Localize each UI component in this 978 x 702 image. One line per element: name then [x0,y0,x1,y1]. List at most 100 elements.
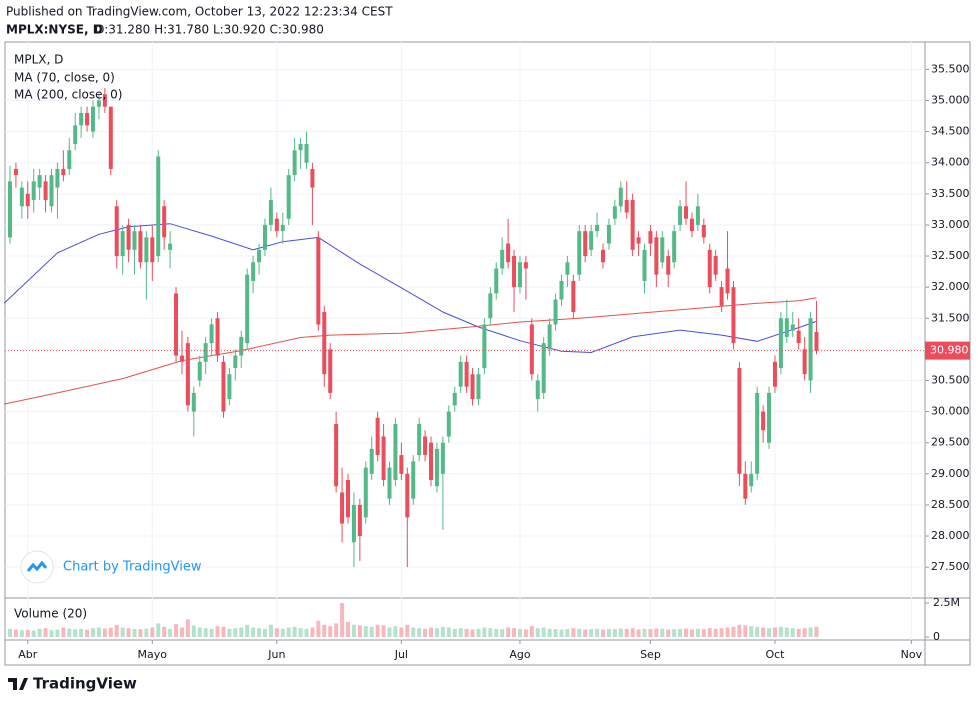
volume-title: Volume (20) [14,607,87,621]
volume-bar [340,603,345,637]
volume-bar [684,628,689,637]
volume-bar [784,627,789,637]
candle-body [529,324,534,375]
candle-body [630,200,635,250]
volume-bar [144,628,149,637]
candle-body [565,262,570,275]
candle-body [559,280,564,300]
candle-body [126,224,131,250]
volume-bar [43,628,48,637]
volume-bar [731,626,736,637]
volume-bar [434,628,439,637]
volume-bar [393,626,398,637]
volume-bar [689,629,694,637]
candle-body [790,324,795,331]
candle-body [784,318,789,337]
volume-bar [262,628,267,637]
volume-bar [251,627,256,637]
volume-bar [298,628,303,637]
volume-bar [221,626,226,637]
candle-body [719,287,724,306]
volume-bar [600,629,605,637]
candle-body [274,218,279,232]
candle-body [612,206,617,219]
candle-body [156,156,161,257]
volume-bar [357,625,362,637]
volume-bar [802,628,807,637]
volume-bar [25,629,30,637]
volume-bar [571,628,576,637]
volume-bar [618,628,623,637]
candle-body [227,374,232,400]
candle-body [286,175,291,219]
volume-bar [583,629,588,637]
volume-bar [179,627,184,637]
candle-body [494,268,499,294]
legend-title: MPLX, D [14,53,63,67]
volume-bar [369,626,374,637]
candle-body [767,392,772,443]
candle-body [191,392,196,412]
footer-logo: TradingView [8,675,137,693]
volume-bar [363,626,368,637]
candle-body [96,100,101,107]
volume-bar [73,629,78,637]
candle-body [79,112,84,126]
candle-body [215,318,220,356]
candle-body [245,274,250,344]
candle-body [606,224,611,244]
plot: 27.500 28.000 28.500 29.000 29.500 30.000 30.5… [3,42,970,661]
legend-ma70: MA (70, close, 0) [14,71,115,85]
y-tick-label: 31.500 [931,311,970,324]
y-tick-label: 32.500 [931,249,970,262]
candle-body [470,374,475,400]
volume-bar [577,628,582,637]
candle-body [328,349,333,393]
volume-bar [55,629,60,637]
volume-bar [464,628,469,637]
volume-bar [280,628,285,637]
volume-bar [494,628,499,637]
candle-body [393,424,398,481]
candle-body [517,262,522,288]
candle-body [713,256,718,275]
volume-bar [666,629,671,637]
candle-body [434,448,439,487]
candle-body [755,392,760,474]
volume-bar [595,628,600,637]
candle-body [452,392,457,406]
volume-tick-label: 2.5M [933,596,960,609]
y-tick-label: 28.500 [931,498,970,511]
candle-body [689,218,694,232]
candle-body [796,330,801,344]
candle-body [185,343,190,406]
volume-bar [446,627,451,637]
volume-bar [209,628,214,637]
volume-bar [399,627,404,637]
y-tick-label: 33.000 [931,218,970,231]
volume-bar [405,624,410,637]
candle-body [257,249,262,263]
volume-bar [197,627,202,637]
last-price-label: 30.980 [930,344,969,357]
volume-bar [304,628,309,637]
candle-body [535,380,540,400]
candle-body [369,448,374,474]
candle-body [67,150,72,169]
candle-body [375,417,380,456]
candle-body [108,106,113,169]
legend-ma200: MA (200, close, 0) [14,88,122,102]
volume-bar [7,628,12,637]
last-price-tag [925,341,970,360]
volume-bar [351,624,356,637]
volume-bar [506,627,511,637]
volume-bar [150,627,155,637]
volume-bar [61,627,66,637]
candle-body [778,318,783,369]
volume-bar [761,627,766,637]
volume-bar [737,624,742,637]
candle-body [523,262,528,269]
volume-bar [91,628,96,637]
volume-bar [796,628,801,637]
